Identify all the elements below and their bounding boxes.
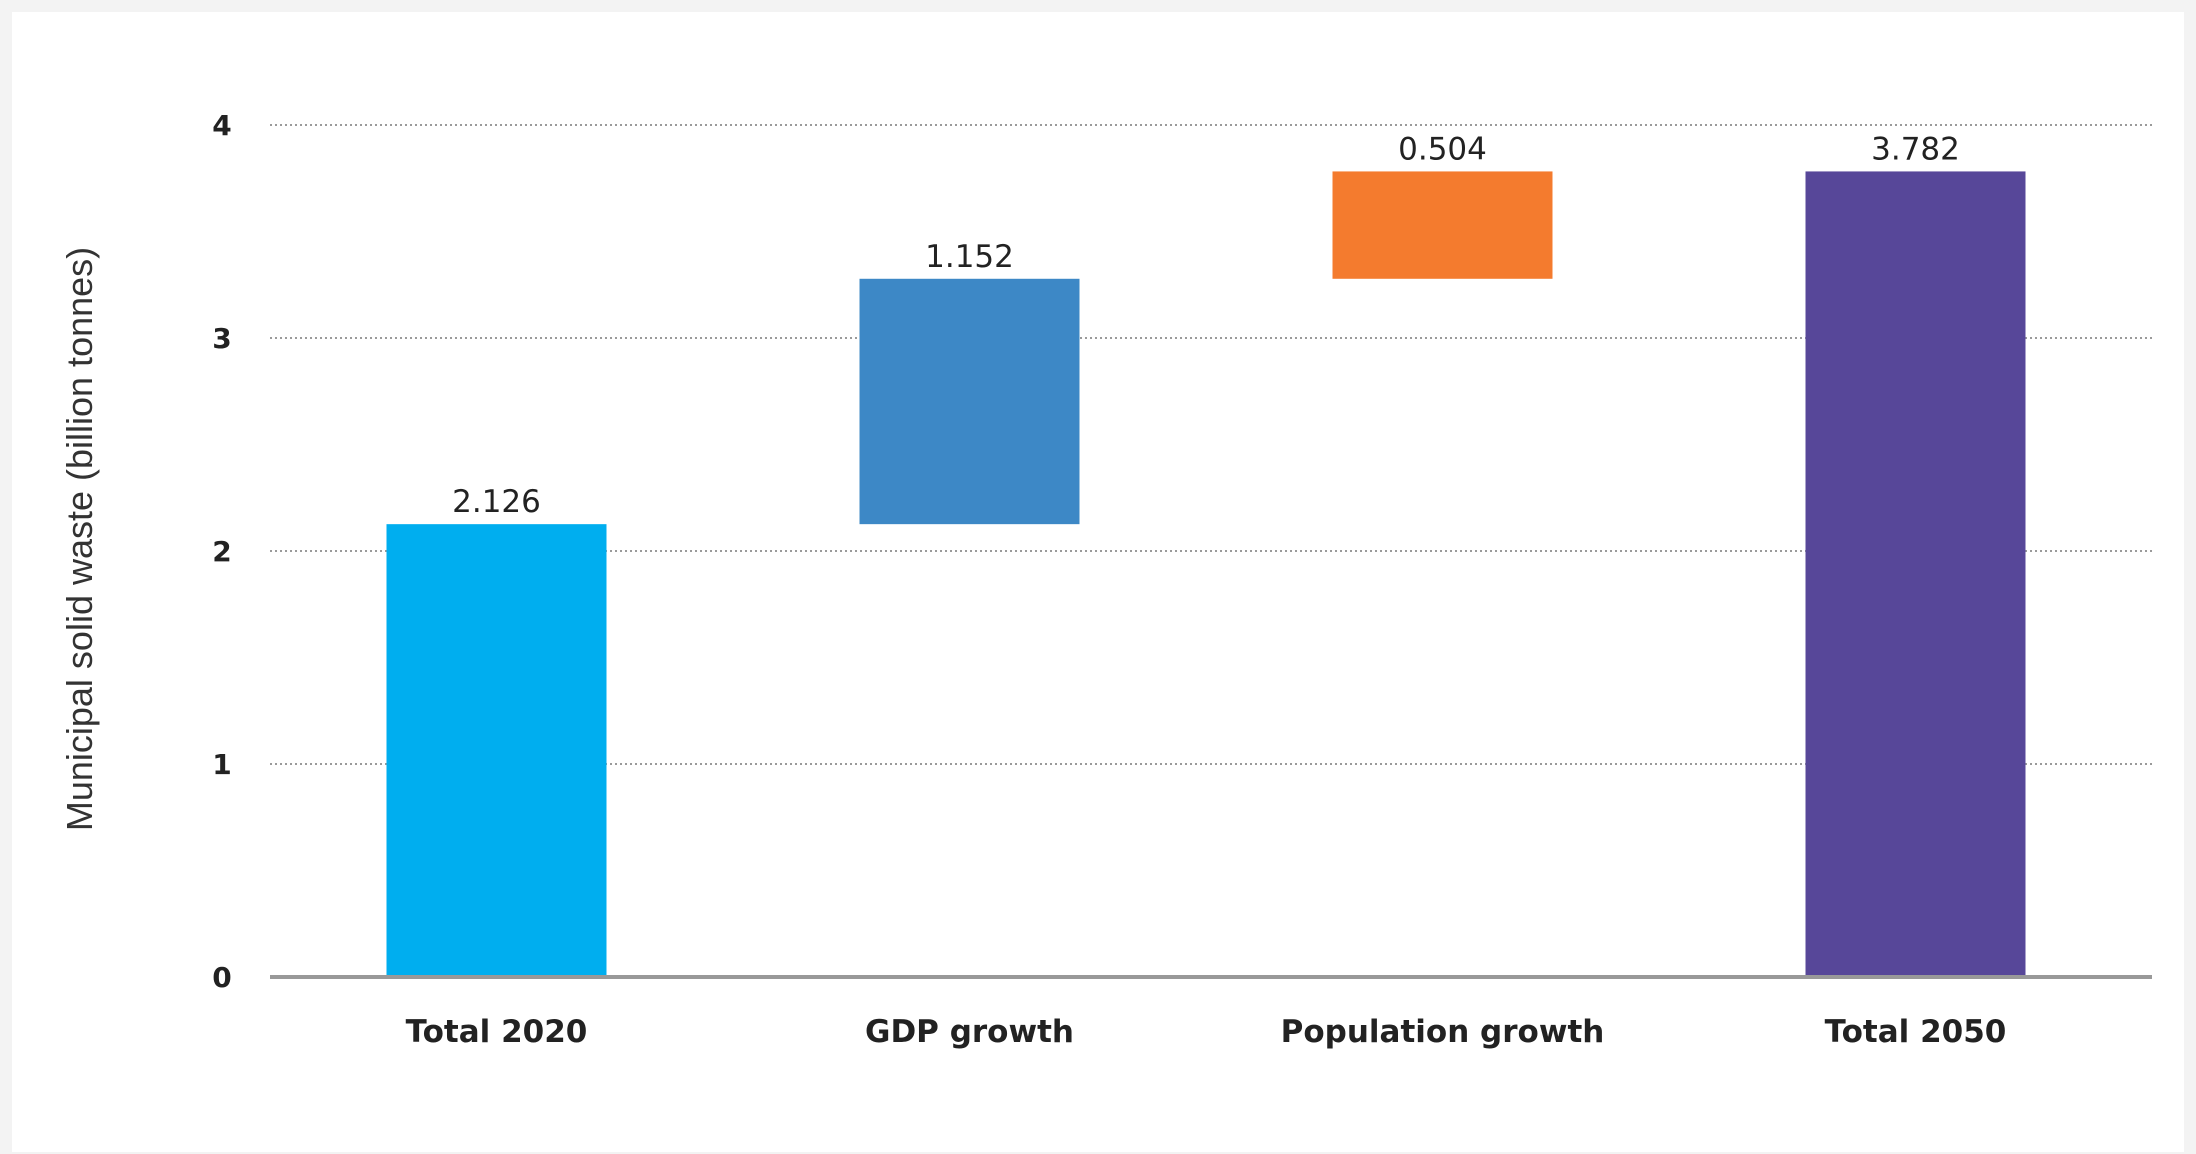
x-tick-label: Total 2020 — [406, 1014, 588, 1050]
data-label: 2.126 — [452, 484, 541, 520]
data-label: 0.504 — [1398, 131, 1487, 167]
bar-total-2050 — [1805, 171, 2026, 977]
bars — [386, 171, 2026, 977]
y-tick-label: 2 — [212, 535, 231, 568]
y-tick-label: 1 — [212, 748, 231, 781]
x-tick-label: GDP growth — [865, 1014, 1074, 1050]
chart-card: 0 1 2 3 4 2.126 Total 2020 1.152 GDP growth 0.504… — [12, 12, 2184, 1152]
bar-gdp-growth — [859, 278, 1080, 525]
gridlines — [270, 124, 2152, 765]
x-tick-label: Total 2050 — [1825, 1014, 2007, 1050]
y-tick-label: 3 — [212, 322, 231, 355]
x-tick-label: Population growth — [1281, 1014, 1605, 1050]
waterfall-chart: 0 1 2 3 4 2.126 Total 2020 1.152 GDP growth 0.504… — [59, 109, 2152, 1050]
y-tick-label: 0 — [212, 961, 231, 994]
data-label: 3.782 — [1871, 131, 1960, 167]
data-label: 1.152 — [925, 239, 1014, 275]
y-axis-title: Municipal solid waste (billion tonnes) — [59, 247, 100, 831]
bar-population-growth — [1332, 171, 1553, 279]
y-tick-label: 4 — [212, 109, 231, 142]
labels: 0 1 2 3 4 2.126 Total 2020 1.152 GDP growth 0.504… — [212, 109, 2006, 1050]
bar-total-2020 — [386, 524, 607, 977]
